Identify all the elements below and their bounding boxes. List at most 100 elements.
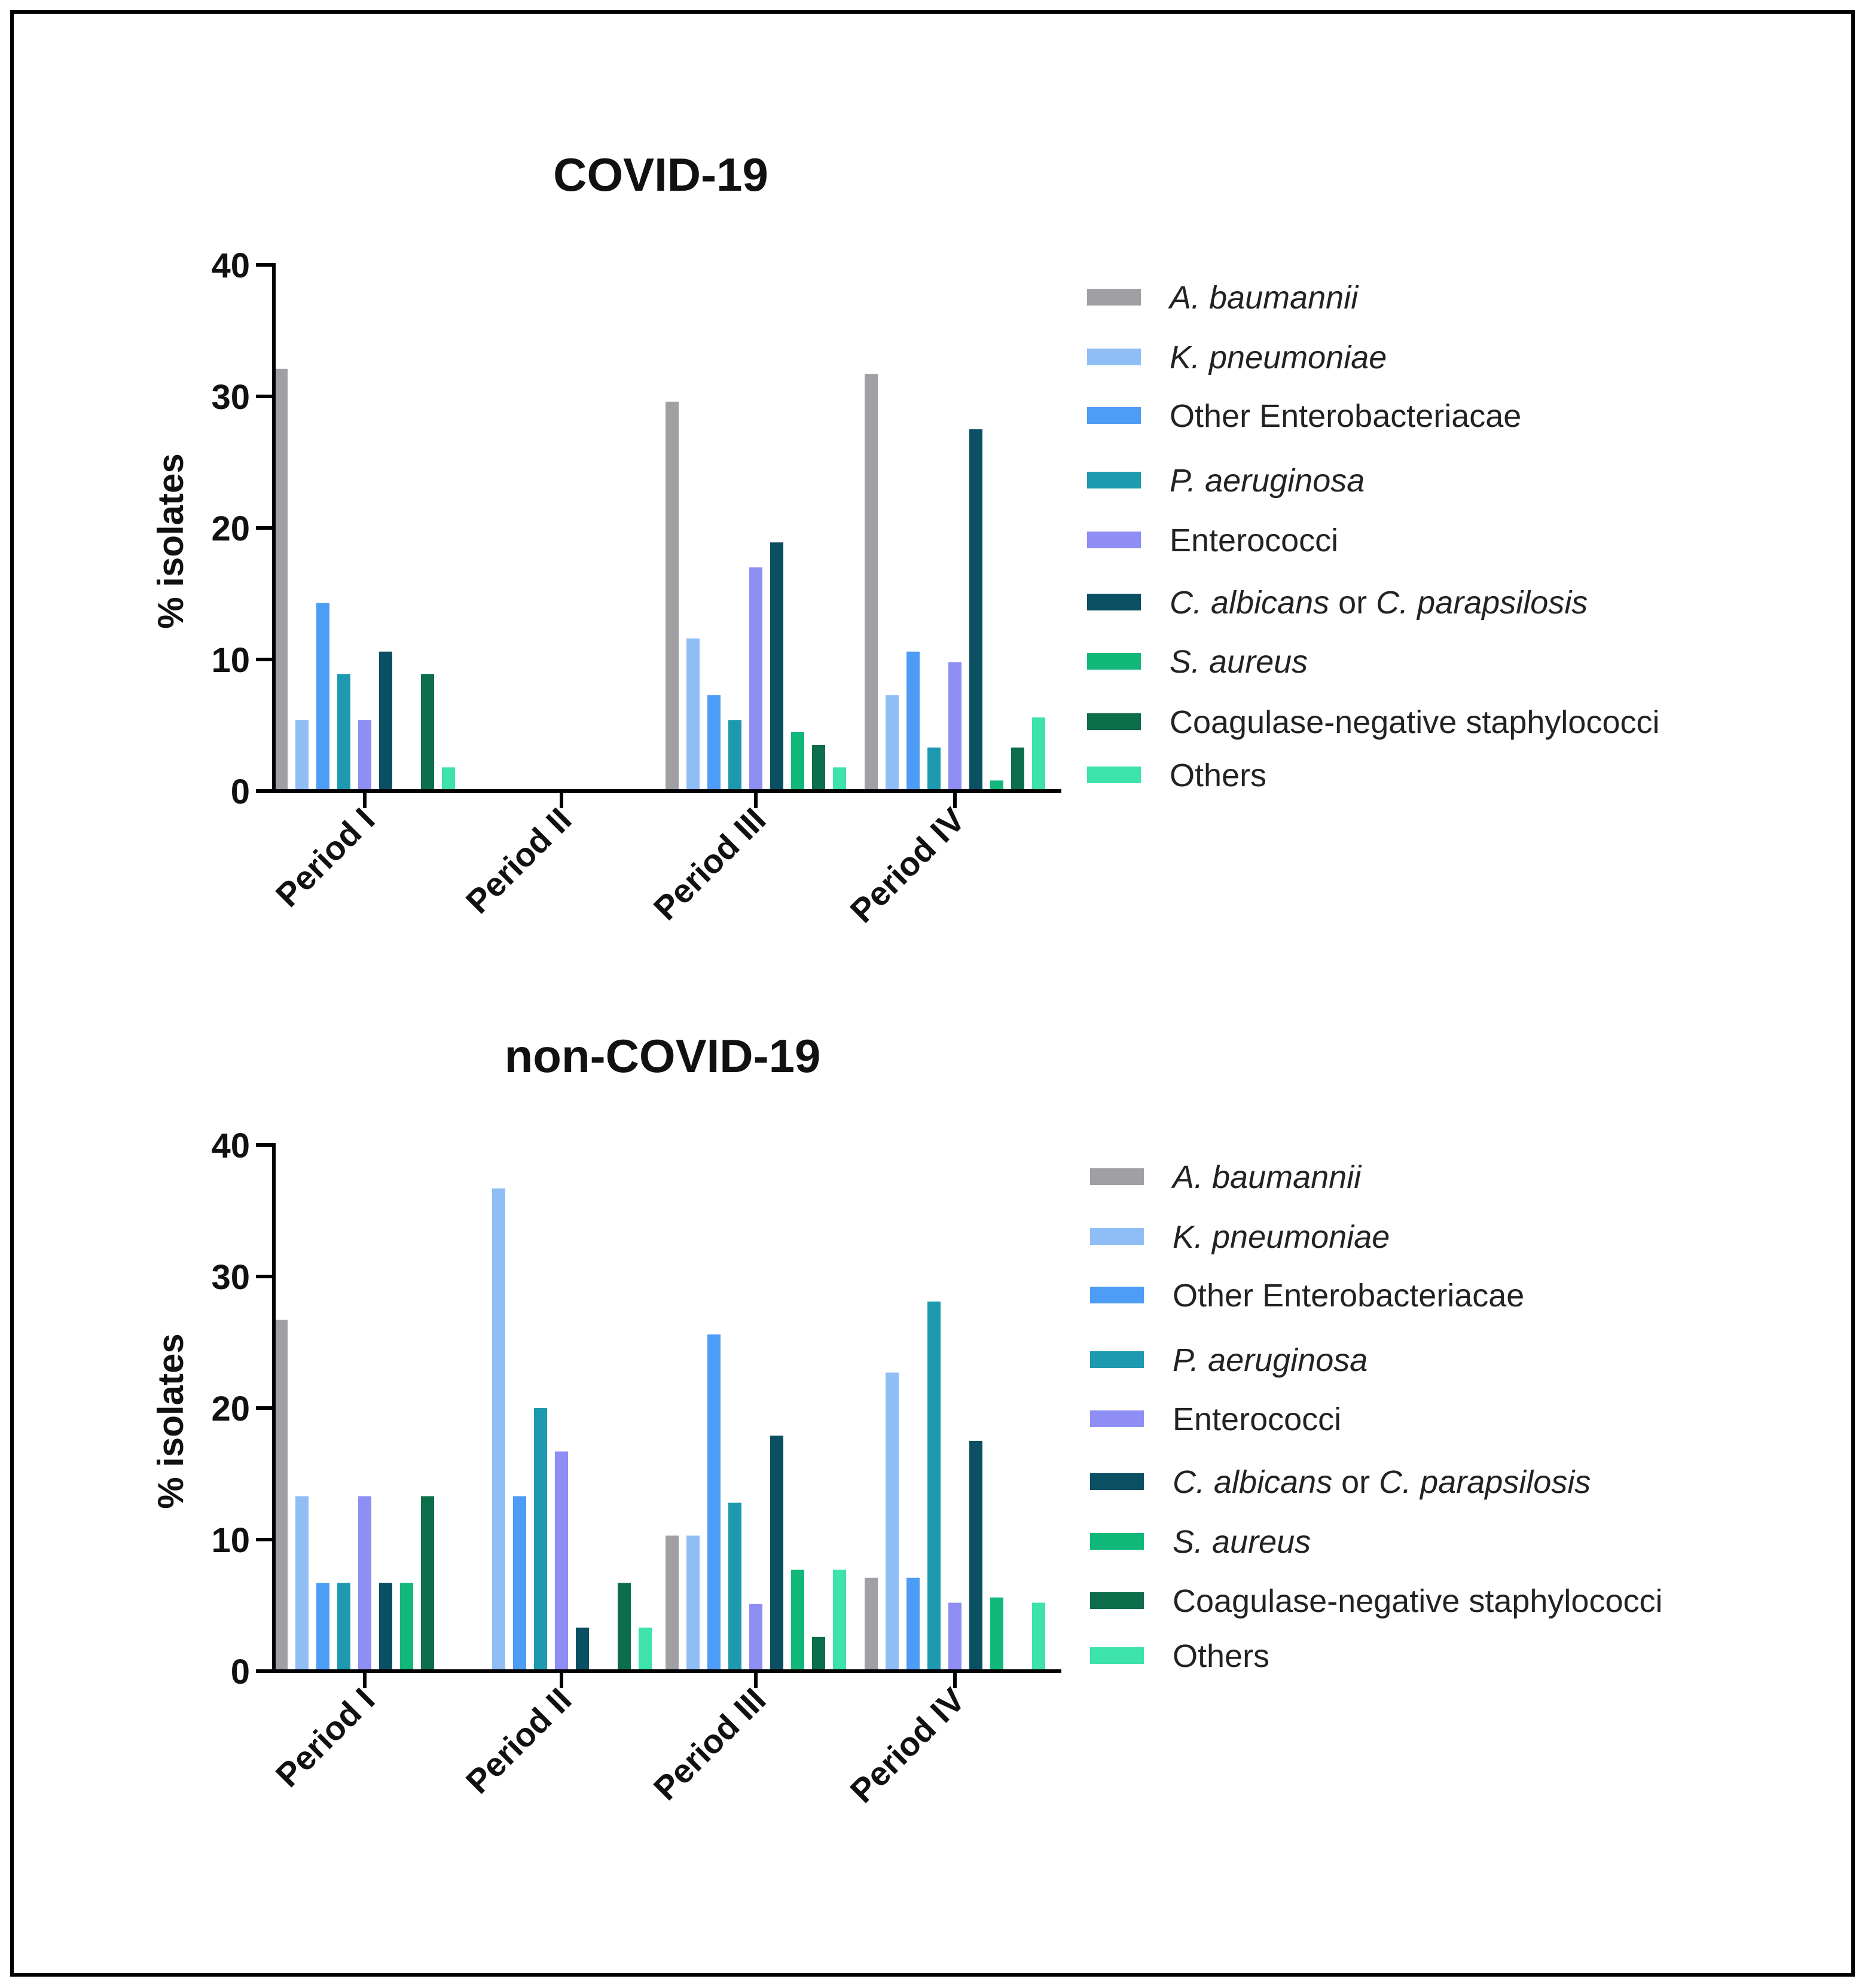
bar xyxy=(707,1334,721,1671)
bar xyxy=(728,1503,741,1671)
legend-label: K. pneumoniae xyxy=(1170,340,1387,375)
legend-label-part: C. albicans xyxy=(1170,585,1329,621)
legend-label-part: C. parapsilosis xyxy=(1379,1464,1591,1500)
legend-swatch xyxy=(1087,653,1141,670)
bar xyxy=(749,1604,762,1671)
legend-label-part: or xyxy=(1332,1464,1379,1500)
y-tick-label: 30 xyxy=(211,378,250,417)
bar xyxy=(358,1496,371,1671)
x-tick-label: Period III xyxy=(646,1681,773,1807)
bar xyxy=(969,1441,982,1671)
legend-swatch xyxy=(1090,1647,1144,1664)
bar xyxy=(886,1372,899,1671)
bar xyxy=(274,1320,288,1671)
bar xyxy=(770,1436,783,1671)
legend-swatch xyxy=(1087,594,1141,610)
bar xyxy=(576,1627,589,1671)
y-tick-label: 30 xyxy=(211,1258,250,1297)
x-tick-label: Period I xyxy=(268,1681,382,1794)
bar xyxy=(906,651,920,791)
legend-label: Others xyxy=(1170,758,1266,793)
bar xyxy=(749,567,762,791)
legend-label: Enterococci xyxy=(1170,523,1338,558)
legend-label-part: K. pneumoniae xyxy=(1170,340,1387,375)
chart-covid19: COVID-19 % isolates 0 10 20 30 40 Period I Per… xyxy=(151,148,1660,930)
legend-label: Coagulase-negative staphylococci xyxy=(1173,1583,1663,1619)
legend: A. baumannii K. pneumoniae Other Enterobac… xyxy=(1090,1159,1663,1674)
legend-label-part: C. albicans xyxy=(1173,1464,1332,1500)
bar xyxy=(948,662,962,791)
legend-swatch xyxy=(1087,289,1141,306)
x-tick-label: Period II xyxy=(459,801,579,921)
legend-swatch xyxy=(1087,532,1141,548)
legend-label: Others xyxy=(1173,1638,1269,1674)
x-tick-label: Period IV xyxy=(843,1681,972,1810)
y-tick-label: 40 xyxy=(211,1126,250,1165)
legend-swatch xyxy=(1087,349,1141,365)
legend: A. baumannii K. pneumoniae Other Enterobac… xyxy=(1087,280,1660,793)
legend-label-part: Others xyxy=(1170,758,1266,793)
plot-area: 0 10 20 30 40 Period I Period II Period III Peri… xyxy=(211,1126,1061,1810)
legend-label-part: Other Enterobacteriacae xyxy=(1173,1278,1524,1314)
legend-label-part: Enterococci xyxy=(1173,1401,1341,1437)
bar xyxy=(295,720,309,791)
bar xyxy=(274,368,288,791)
bar xyxy=(442,767,455,791)
bar xyxy=(990,780,1003,791)
bar xyxy=(555,1451,568,1671)
x-tick-label: Period II xyxy=(459,1681,579,1801)
legend-swatch xyxy=(1090,1410,1144,1427)
bar xyxy=(316,603,329,791)
legend-label-part: Coagulase-negative staphylococci xyxy=(1173,1583,1663,1619)
legend-label: A. baumannii xyxy=(1168,280,1359,316)
y-tick-label: 20 xyxy=(211,1390,250,1428)
bar xyxy=(886,695,899,791)
bar xyxy=(791,1569,804,1671)
bar xyxy=(865,374,878,791)
bar xyxy=(812,745,825,791)
y-axis-label: % isolates xyxy=(151,1333,191,1508)
y-axis-label: % isolates xyxy=(151,453,191,628)
legend-label-part: A. baumannii xyxy=(1168,280,1359,316)
bar xyxy=(379,651,392,791)
bar xyxy=(400,1583,413,1671)
legend-swatch xyxy=(1090,1592,1144,1609)
legend-swatch xyxy=(1087,767,1141,783)
legend-label-part: A. baumannii xyxy=(1171,1159,1362,1195)
bar xyxy=(666,401,679,791)
bar xyxy=(707,695,721,791)
bar xyxy=(618,1583,631,1671)
bar xyxy=(1011,747,1024,791)
bar xyxy=(812,1636,825,1671)
y-tick-label: 20 xyxy=(211,509,250,548)
x-tick-label: Period I xyxy=(268,801,382,914)
legend-label: P. aeruginosa xyxy=(1173,1342,1368,1378)
legend-label: C. albicans or C. parapsilosis xyxy=(1173,1464,1591,1500)
legend-label: Other Enterobacteriacae xyxy=(1170,398,1521,434)
legend-label-part: Enterococci xyxy=(1170,523,1338,558)
legend-label: S. aureus xyxy=(1170,644,1308,680)
bar xyxy=(728,720,741,791)
legend-label: P. aeruginosa xyxy=(1170,463,1365,499)
legend-label: Enterococci xyxy=(1173,1401,1341,1437)
legend-label: A. baumannii xyxy=(1171,1159,1362,1195)
legend-swatch xyxy=(1090,1168,1144,1185)
bar xyxy=(421,1496,434,1671)
legend-label-part: or xyxy=(1329,585,1376,621)
legend-label-part: P. aeruginosa xyxy=(1173,1342,1368,1378)
bar xyxy=(666,1535,679,1671)
bar xyxy=(379,1583,392,1671)
bar xyxy=(1032,1602,1045,1671)
legend-label: Coagulase-negative staphylococci xyxy=(1170,704,1660,740)
bar xyxy=(791,732,804,791)
legend-swatch xyxy=(1090,1533,1144,1550)
legend-label-part: Coagulase-negative staphylococci xyxy=(1170,704,1660,740)
bar xyxy=(316,1583,329,1671)
legend-label: K. pneumoniae xyxy=(1173,1219,1390,1255)
bar xyxy=(337,1583,350,1671)
legend-swatch xyxy=(1087,472,1141,488)
legend-swatch xyxy=(1090,1473,1144,1490)
bar xyxy=(686,1535,700,1671)
legend-label-part: S. aureus xyxy=(1170,644,1308,680)
bar xyxy=(948,1602,962,1671)
